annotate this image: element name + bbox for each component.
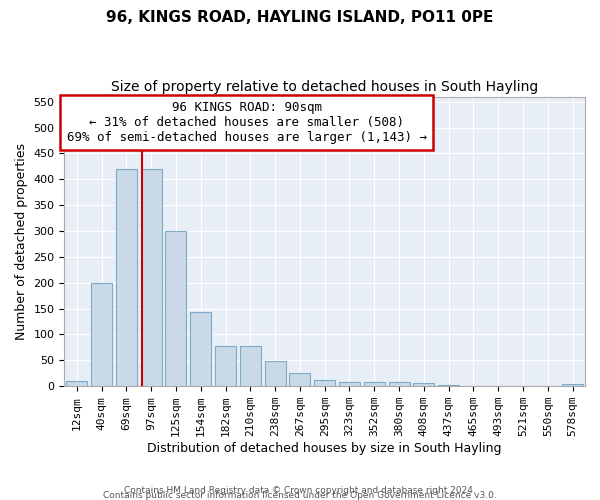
Text: Contains public sector information licensed under the Open Government Licence v3: Contains public sector information licen… xyxy=(103,490,497,500)
Bar xyxy=(413,382,434,386)
Bar xyxy=(91,283,112,386)
Bar xyxy=(289,374,310,386)
Bar xyxy=(339,382,360,386)
Bar xyxy=(389,382,410,386)
Bar xyxy=(240,346,261,386)
X-axis label: Distribution of detached houses by size in South Hayling: Distribution of detached houses by size … xyxy=(148,442,502,455)
Y-axis label: Number of detached properties: Number of detached properties xyxy=(15,143,28,340)
Bar xyxy=(66,381,88,386)
Bar xyxy=(364,382,385,386)
Title: Size of property relative to detached houses in South Hayling: Size of property relative to detached ho… xyxy=(111,80,538,94)
Bar xyxy=(166,231,187,386)
Bar xyxy=(190,312,211,386)
Bar xyxy=(438,385,459,386)
Text: 96 KINGS ROAD: 90sqm
← 31% of detached houses are smaller (508)
69% of semi-deta: 96 KINGS ROAD: 90sqm ← 31% of detached h… xyxy=(67,101,427,144)
Text: 96, KINGS ROAD, HAYLING ISLAND, PO11 0PE: 96, KINGS ROAD, HAYLING ISLAND, PO11 0PE xyxy=(106,10,494,25)
Text: Contains HM Land Registry data © Crown copyright and database right 2024.: Contains HM Land Registry data © Crown c… xyxy=(124,486,476,495)
Bar xyxy=(314,380,335,386)
Bar xyxy=(140,169,162,386)
Bar xyxy=(265,362,286,386)
Bar xyxy=(215,346,236,386)
Bar xyxy=(562,384,583,386)
Bar xyxy=(116,169,137,386)
